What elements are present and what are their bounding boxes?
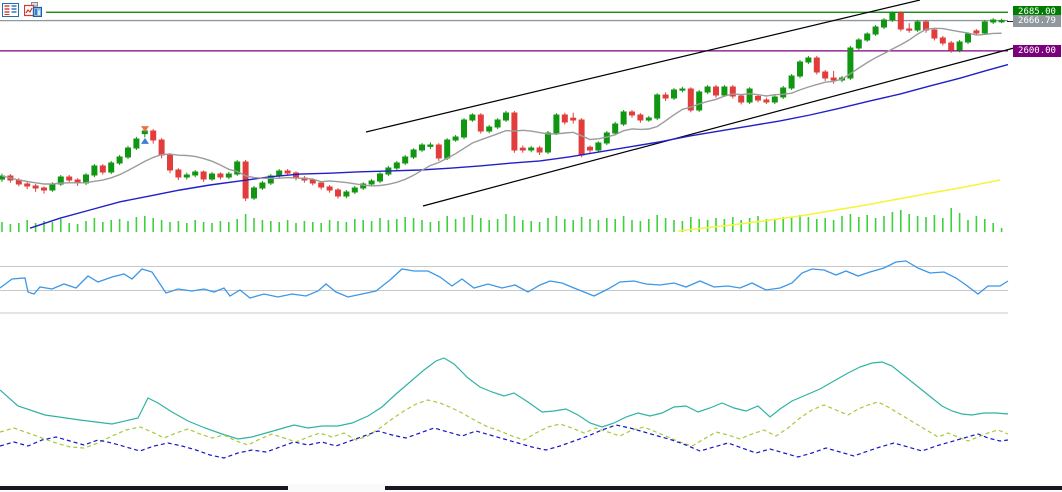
trend-channel-line: [365, 0, 921, 133]
chart-toolbar: [0, 0, 46, 20]
volume-bars: [1, 208, 1003, 232]
scrollbar-segment-left[interactable]: [0, 486, 288, 490]
candlestick-series: [0, 11, 1005, 201]
horizontal-scrollbar: [0, 484, 1062, 492]
scrollbar-segment-right[interactable]: [385, 486, 1062, 490]
plus-di-line: [0, 399, 1009, 449]
down-arrow-marker: [141, 126, 149, 133]
chart-windows-icon[interactable]: [23, 2, 43, 18]
yellow-volume-ma-line: [677, 179, 1001, 232]
up-arrow-marker: [141, 137, 149, 144]
price-tag-support: 2600.00: [1013, 45, 1061, 57]
oscillator-line: [0, 260, 1009, 299]
minus-di-line: [0, 424, 1009, 459]
price-tag-tick: [1007, 21, 1013, 22]
trend-channel-line: [422, 47, 1015, 207]
gray-ma-line: [1, 27, 1002, 187]
adx-main-line: [0, 357, 1009, 440]
price-tag-last-price: 2666.79: [1013, 15, 1061, 27]
blue-ma-line: [29, 63, 1009, 229]
market-watch-grid-icon[interactable]: [2, 2, 20, 17]
